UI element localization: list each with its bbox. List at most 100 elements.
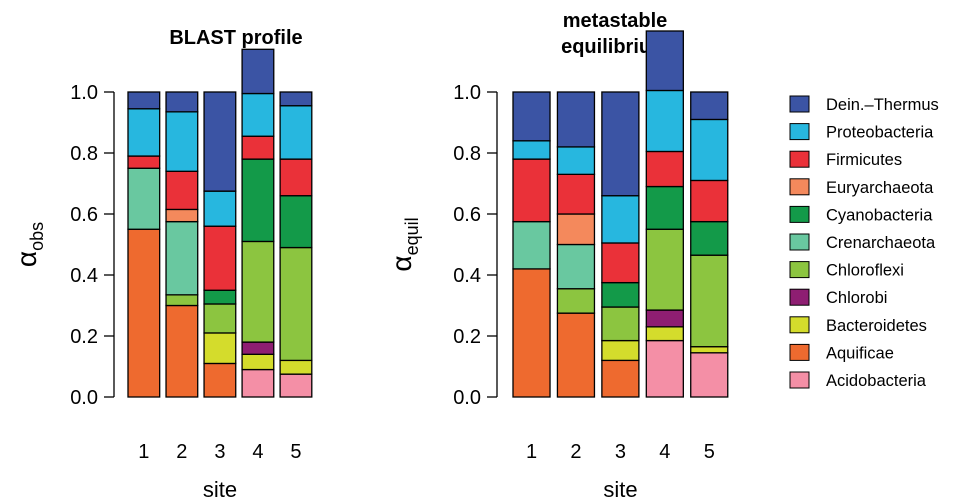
x-tick-label: 1 <box>526 441 537 463</box>
bar-segment-chloroflexi-site-3 <box>203 303 237 334</box>
x-tick-label: 4 <box>659 441 670 463</box>
y-tick-label: 0.4 <box>70 265 98 287</box>
bar-segment-bacteroidetes-site-4 <box>645 326 684 342</box>
bar-segment-dein-thermus-site-4 <box>241 48 275 95</box>
legend-label-proteobacteria: Proteobacteria <box>826 124 934 142</box>
bar-segment-firmicutes-site-5 <box>690 179 729 223</box>
bar-segment-crenarchaeota-site-1 <box>512 220 551 270</box>
legend-swatch-acidobacteria <box>789 371 810 389</box>
bar-segment-cyanobacteria-site-4 <box>645 185 684 230</box>
y-axis-label-subscript: equil <box>402 217 422 255</box>
bar-segment-acidobacteria-site-5 <box>279 373 313 398</box>
bar-segment-cyanobacteria-site-3 <box>203 289 237 305</box>
bar-segment-dein-thermus-site-1 <box>127 91 161 110</box>
bar-segment-firmicutes-site-3 <box>601 242 640 284</box>
legend-swatch-firmicutes <box>789 150 810 168</box>
y-tick-label: 1.0 <box>70 82 98 104</box>
y-axis-label: αequil <box>386 217 422 271</box>
bar-segment-dein-thermus-site-2 <box>556 91 596 148</box>
legend-swatch-bacteroidetes <box>789 316 810 334</box>
legend-swatch-cyanobacteria <box>789 205 810 223</box>
legend-label-firmicutes: Firmicutes <box>826 151 902 169</box>
chart-panel-metastable-equilibrium: metastable equilibrium 1 2 3 4 5 0.0 0.2 0.4 0.6 0.… <box>386 10 729 501</box>
y-tick-label: 0.6 <box>70 204 98 226</box>
chart-panel-blast-profile: BLAST profile 1 2 3 4 5 0.0 0.2 0.4 0.6 0.8 1.0 αobs… <box>11 27 313 501</box>
bar-segment-proteobacteria-site-3 <box>601 195 640 244</box>
legend-swatch-dein-thermus <box>789 95 810 113</box>
bar-segment-bacteroidetes-site-4 <box>241 353 275 371</box>
legend-label-euryarchaeota: Euryarchaeota <box>826 179 934 197</box>
bar-segment-bacteroidetes-site-5 <box>279 359 313 375</box>
bar-segment-chloroflexi-site-2 <box>165 294 199 307</box>
x-tick-label: 4 <box>252 441 263 463</box>
legend-swatch-euryarchaeota <box>789 178 810 196</box>
bar-segment-aquificae-site-2 <box>165 304 199 398</box>
bar-segment-dein-thermus-site-2 <box>165 91 199 113</box>
bar-segment-dein-thermus-site-3 <box>601 91 640 197</box>
bar-segment-chloroflexi-site-3 <box>601 306 640 342</box>
y-axis-label-symbol: α <box>11 251 42 267</box>
y-tick-label: 0.4 <box>453 265 481 287</box>
chart-title-line: BLAST profile <box>169 27 302 49</box>
bar-segment-dein-thermus-site-4 <box>645 30 684 92</box>
bar-segment-crenarchaeota-site-1 <box>127 167 161 230</box>
legend-label-acidobacteria: Acidobacteria <box>826 372 927 390</box>
bar-segment-crenarchaeota-site-2 <box>165 220 199 296</box>
bar-segment-bacteroidetes-site-5 <box>690 346 729 354</box>
bar-segment-dein-thermus-site-5 <box>279 91 313 107</box>
bar-segment-cyanobacteria-site-3 <box>601 281 640 308</box>
bar-segment-bacteroidetes-site-3 <box>203 332 237 365</box>
chart-title-line: metastable <box>563 10 668 32</box>
legend-label-chloroflexi: Chloroflexi <box>826 262 904 280</box>
x-tick-label: 3 <box>214 441 225 463</box>
y-axis-label-symbol: α <box>386 255 417 271</box>
bar-segment-dein-thermus-site-3 <box>203 91 237 192</box>
x-tick-label: 1 <box>138 441 149 463</box>
bar-segment-proteobacteria-site-3 <box>203 190 237 227</box>
y-tick-label: 0.8 <box>70 143 98 165</box>
x-axis-label: site <box>603 477 637 501</box>
y-tick-label: 0.6 <box>453 204 481 226</box>
legend-swatch-chloroflexi <box>789 261 810 279</box>
chart-title-line: equilibrium <box>561 36 669 58</box>
legend-label-dein-thermus: Dein.–Thermus <box>826 96 939 114</box>
bar-segment-chloroflexi-site-2 <box>556 288 596 314</box>
bar-segment-proteobacteria-site-4 <box>241 92 275 137</box>
x-tick-label: 5 <box>704 441 715 463</box>
bar-segment-chloroflexi-site-4 <box>645 228 684 311</box>
bar-segment-chlorobi-site-4 <box>645 309 684 328</box>
bar-segment-aquificae-site-2 <box>556 312 596 398</box>
bar-segment-proteobacteria-site-4 <box>645 89 684 153</box>
bar-segment-chloroflexi-site-4 <box>241 240 275 343</box>
bar-segment-acidobacteria-site-4 <box>645 339 684 398</box>
y-tick-label: 0.2 <box>453 326 481 348</box>
x-tick-label: 2 <box>570 441 581 463</box>
bar-segment-cyanobacteria-site-5 <box>690 220 729 256</box>
bar-segment-chloroflexi-site-5 <box>279 246 313 362</box>
bar-segment-dein-thermus-site-5 <box>690 91 729 121</box>
bar-segment-chloroflexi-site-5 <box>690 254 729 348</box>
legend-label-chlorobi: Chlorobi <box>826 289 887 307</box>
bar-segment-aquificae-site-3 <box>601 359 640 398</box>
x-tick-label: 5 <box>290 441 301 463</box>
legend: Dein.–Thermus Proteobacteria Firmicutes Eur… <box>789 95 939 390</box>
y-tick-label: 0.0 <box>70 387 98 409</box>
bar-segment-acidobacteria-site-4 <box>241 368 275 398</box>
bar-segment-firmicutes-site-2 <box>165 170 199 211</box>
bar-segment-euryarchaeota-site-2 <box>165 208 199 223</box>
y-tick-label: 0.2 <box>70 326 98 348</box>
legend-label-crenarchaeota: Crenarchaeota <box>826 234 936 252</box>
bar-segment-firmicutes-site-4 <box>645 150 684 188</box>
bar-segment-proteobacteria-site-1 <box>512 140 551 160</box>
bar-segment-aquificae-site-3 <box>203 362 237 398</box>
bar-segment-cyanobacteria-site-4 <box>241 158 275 243</box>
y-tick-label: 0.0 <box>453 387 481 409</box>
bar-segment-firmicutes-site-2 <box>556 173 596 215</box>
x-tick-label: 3 <box>615 441 626 463</box>
legend-swatch-crenarchaeota <box>789 233 810 251</box>
bar-segment-bacteroidetes-site-3 <box>601 339 640 362</box>
y-axis-label: αobs <box>11 222 47 267</box>
bar-segment-firmicutes-site-4 <box>241 135 275 160</box>
bar-segment-firmicutes-site-1 <box>512 158 551 223</box>
legend-label-bacteroidetes: Bacteroidetes <box>826 317 927 335</box>
